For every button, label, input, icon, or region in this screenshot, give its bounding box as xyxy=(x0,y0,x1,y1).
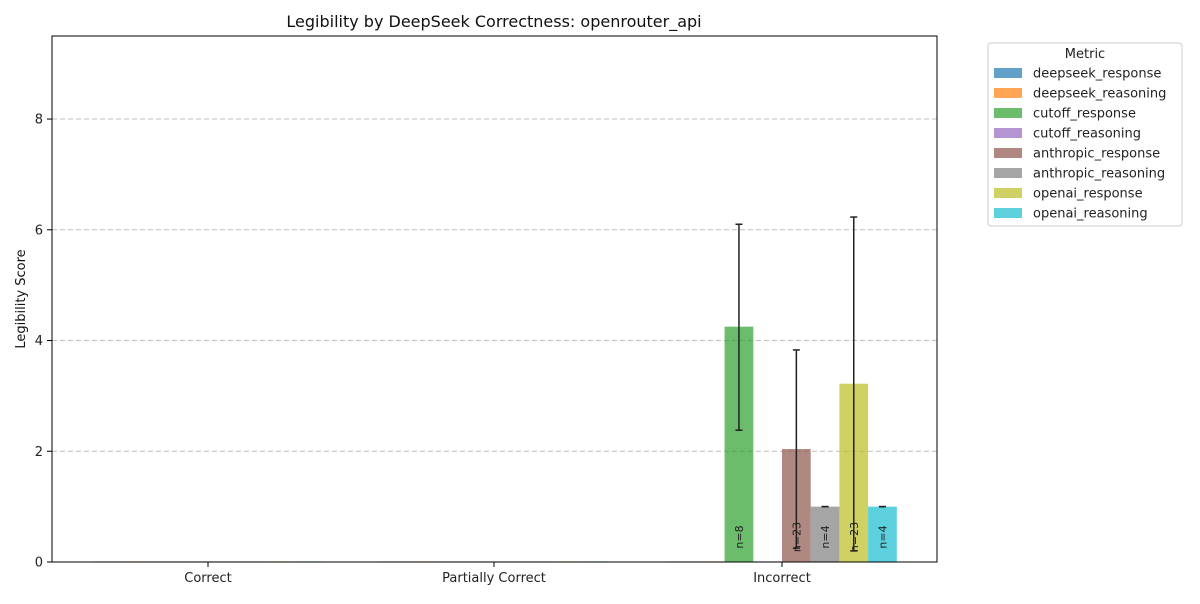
legend-swatch-openai_response xyxy=(994,188,1022,198)
y-tick-label: 0 xyxy=(35,556,43,571)
legend-label-deepseek_response: deepseek_response xyxy=(1033,67,1161,82)
legend-frame xyxy=(987,42,1183,227)
x-tick-label: Correct xyxy=(184,571,231,586)
y-axis: 0 2 4 6 8 xyxy=(35,113,52,571)
x-tick-label: Partially Correct xyxy=(442,571,546,586)
legend-label-anthropic_reasoning: anthropic_reasoning xyxy=(1033,167,1165,182)
legend-label-cutoff_response: cutoff_response xyxy=(1033,107,1136,122)
legend-swatch-cutoff_response xyxy=(994,108,1022,118)
n-label-layer: n=8 n=23 n=4 n=23 n=4 xyxy=(733,522,890,552)
y-tick-label: 8 xyxy=(35,113,43,128)
n-count-label: n=8 xyxy=(733,525,746,548)
n-count-label: n=4 xyxy=(819,525,832,548)
legend-items: deepseek_response deepseek_reasoningcutof… xyxy=(994,67,1166,222)
legend-label-openai_reasoning: openai_reasoning xyxy=(1033,207,1148,222)
y-tick-label: 2 xyxy=(35,445,43,460)
legend: Metric deepseek_response deepseek_reasoni… xyxy=(987,42,1183,227)
grid-layer xyxy=(52,118,937,452)
bar-openai_reasoning xyxy=(868,506,897,562)
legend-label-openai_response: openai_response xyxy=(1033,187,1143,202)
y-tick-label: 4 xyxy=(35,334,43,349)
bar-anthropic_reasoning xyxy=(810,506,840,562)
legend-label-anthropic_response: anthropic_response xyxy=(1033,147,1160,162)
legend-label-deepseek_reasoning: deepseek_reasoning xyxy=(1033,87,1166,102)
legend-swatch-anthropic_reasoning xyxy=(994,168,1022,178)
x-tick-label: Incorrect xyxy=(753,571,811,586)
chart-title: Legibility by DeepSeek Correctness: open… xyxy=(286,12,701,32)
legend-swatch-anthropic_response xyxy=(994,148,1022,158)
bars-layer xyxy=(93,326,897,562)
n-count-label: n=4 xyxy=(876,525,889,548)
legend-swatch-deepseek_response xyxy=(994,68,1022,78)
legend-swatch-cutoff_reasoning xyxy=(994,128,1022,138)
legend-swatch-deepseek_reasoning xyxy=(994,88,1022,98)
legend-title: Metric xyxy=(1065,47,1105,62)
n-count-label: n=23 xyxy=(848,522,861,552)
x-axis: Correct Partially Correct Incorrect xyxy=(184,562,811,586)
n-count-label: n=23 xyxy=(790,522,803,552)
errorbar-layer xyxy=(735,216,886,552)
legend-label-cutoff_reasoning: cutoff_reasoning xyxy=(1033,127,1141,142)
legend-swatch-openai_reasoning xyxy=(994,208,1022,218)
y-axis-label: Legibility Score xyxy=(14,249,29,348)
y-tick-label: 6 xyxy=(35,223,43,238)
